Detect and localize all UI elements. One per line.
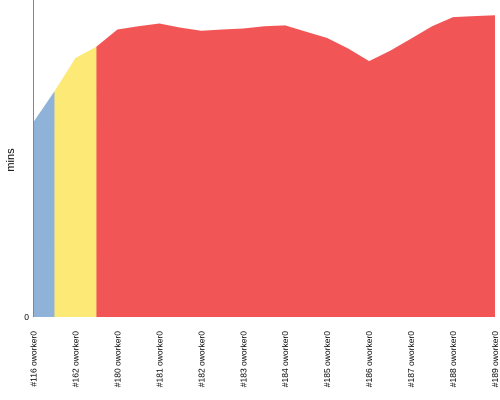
area-segment-2 (96, 15, 496, 317)
x-tick-label: #181 oworker0 (154, 331, 164, 388)
area-segment-0 (33, 91, 55, 317)
x-tick-labels: #116 oworker0 #162 oworker0 #180 oworker0 #… (29, 331, 500, 388)
x-tick-label: #182 oworker0 (196, 331, 206, 388)
y-tick-label: 0 (24, 312, 29, 322)
x-tick-label: #162 oworker0 (70, 331, 80, 388)
x-tick-label: #116 oworker0 (29, 331, 39, 387)
y-axis-title: mins (5, 148, 17, 172)
area-segment-1 (54, 46, 97, 317)
x-tick-label: #186 oworker0 (364, 331, 374, 388)
x-tick-label: #184 oworker0 (280, 331, 290, 388)
x-tick-label: #180 oworker0 (112, 331, 122, 388)
x-tick-label: #188 oworker0 (448, 331, 458, 388)
x-tick-label: #185 oworker0 (322, 331, 332, 388)
x-tick-label: #183 oworker0 (238, 331, 248, 388)
x-tick-label: #187 oworker0 (406, 331, 416, 388)
x-tick-label: #189 oworker0 (490, 331, 500, 388)
area-series (33, 15, 496, 317)
